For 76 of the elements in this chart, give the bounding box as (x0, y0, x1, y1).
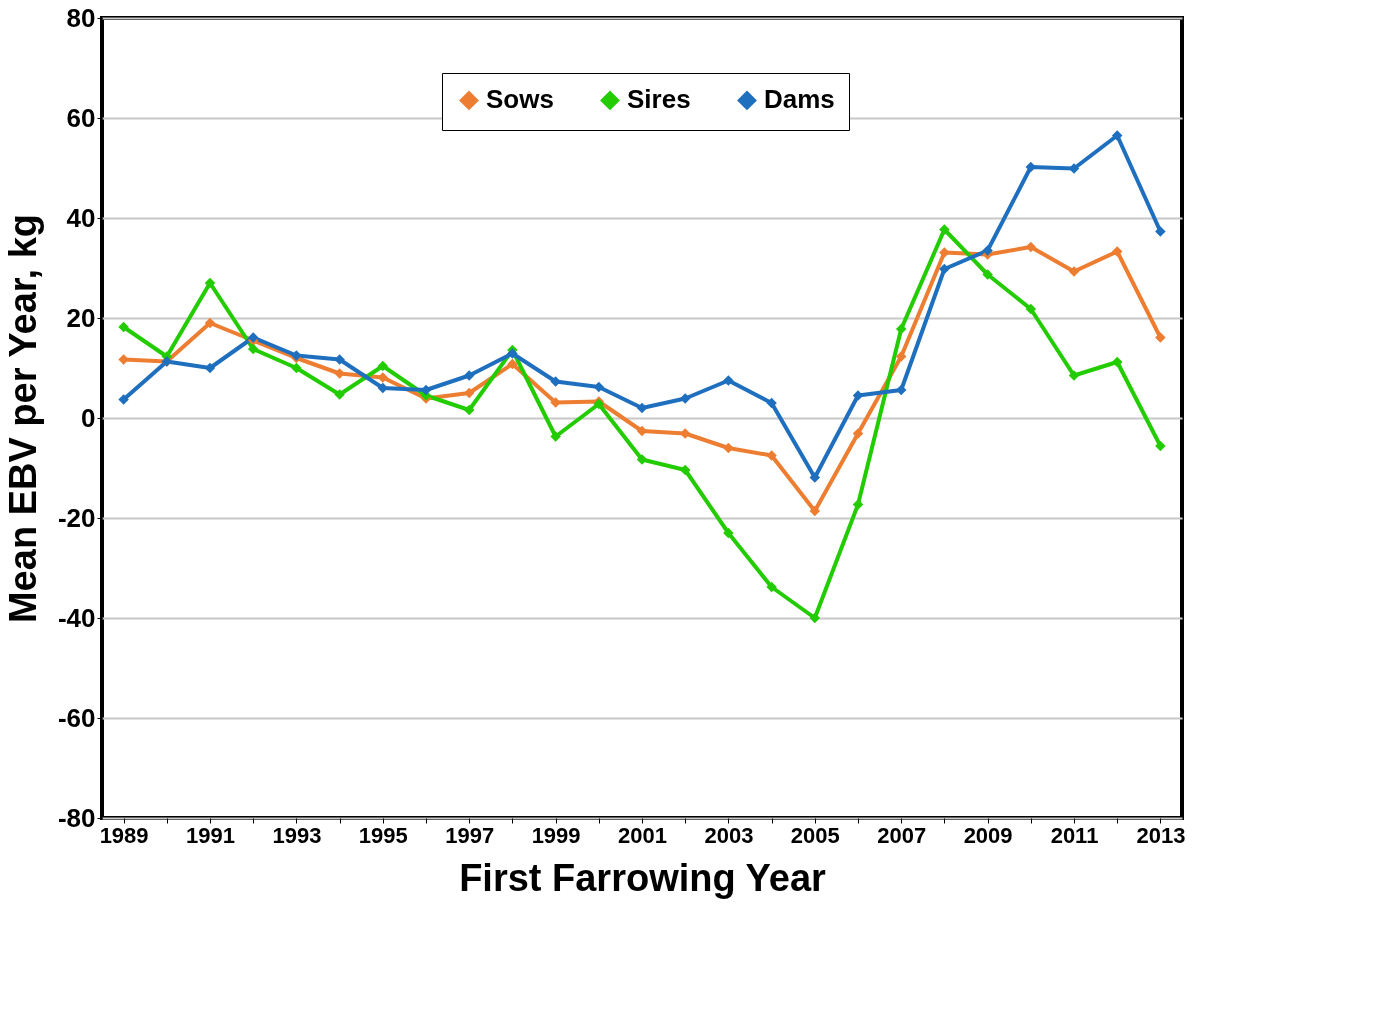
point (550, 397, 561, 408)
x-tick-label: 2003 (704, 822, 754, 848)
y-tick-label: -20 (57, 502, 96, 533)
point (247, 343, 259, 355)
point (939, 263, 950, 275)
x-tick-label: 1999 (531, 822, 581, 848)
point (291, 362, 302, 374)
point (204, 277, 216, 289)
point (852, 428, 864, 439)
x-tick-label: 2013 (1136, 822, 1186, 848)
point (852, 499, 864, 510)
point (1155, 226, 1166, 237)
point (809, 612, 821, 624)
point (766, 450, 777, 461)
legend-label: Dams (764, 84, 835, 115)
y-tick-label: -40 (57, 602, 96, 633)
point (679, 393, 691, 404)
point (1111, 130, 1123, 141)
point (1068, 266, 1080, 277)
x-tick-label: 2011 (1050, 822, 1099, 848)
point (1025, 241, 1037, 253)
point (550, 376, 561, 387)
point (118, 321, 129, 333)
point (809, 472, 821, 483)
x-tick-label: 2007 (877, 822, 927, 848)
point (507, 348, 518, 359)
point (982, 245, 993, 256)
point (463, 404, 475, 416)
y-tick-label: 0 (81, 402, 96, 433)
point (334, 389, 345, 400)
point (939, 224, 950, 235)
point (1155, 440, 1166, 452)
y-tick-label: -80 (57, 802, 96, 833)
x-tick-label: 1997 (445, 822, 495, 848)
y-tick-label: 60 (66, 102, 96, 133)
x-tick-label: 1989 (99, 822, 149, 848)
point (809, 505, 821, 517)
point (1025, 303, 1037, 315)
point (377, 360, 389, 372)
point (1068, 370, 1080, 381)
point (1111, 246, 1123, 257)
point (1155, 332, 1166, 343)
point (636, 454, 648, 465)
point (593, 381, 605, 393)
point (463, 370, 475, 381)
point (723, 375, 734, 386)
x-tick-label: 2001 (618, 822, 667, 848)
point (679, 464, 691, 476)
y-tick-label: -60 (57, 702, 96, 733)
x-tick-label: 1995 (358, 822, 408, 848)
point (766, 581, 777, 593)
y-tick-label: 80 (66, 2, 96, 33)
point (982, 269, 993, 280)
point (723, 442, 734, 454)
point (118, 354, 129, 365)
x-tick-label: 2009 (963, 822, 1013, 848)
point (204, 317, 216, 329)
x-axis-title: First Farrowing Year (459, 856, 827, 899)
point (766, 397, 777, 409)
x-tick-label: 2005 (790, 822, 840, 848)
y-tick-label: 20 (66, 302, 96, 333)
x-tick-label: 1993 (272, 822, 322, 848)
point (636, 402, 648, 414)
point (723, 527, 734, 539)
point (507, 358, 518, 370)
point (118, 394, 129, 405)
legend-label: Sows (486, 84, 554, 115)
point (895, 323, 907, 335)
y-axis-title: Mean EBV per Year, kg (1, 213, 44, 624)
point (895, 351, 907, 362)
legend-label: Sires (627, 84, 691, 115)
x-tick-label: 1991 (186, 822, 235, 848)
y-tick-label: 40 (66, 202, 96, 233)
point (1111, 356, 1123, 368)
point (550, 431, 561, 442)
point (334, 368, 345, 379)
